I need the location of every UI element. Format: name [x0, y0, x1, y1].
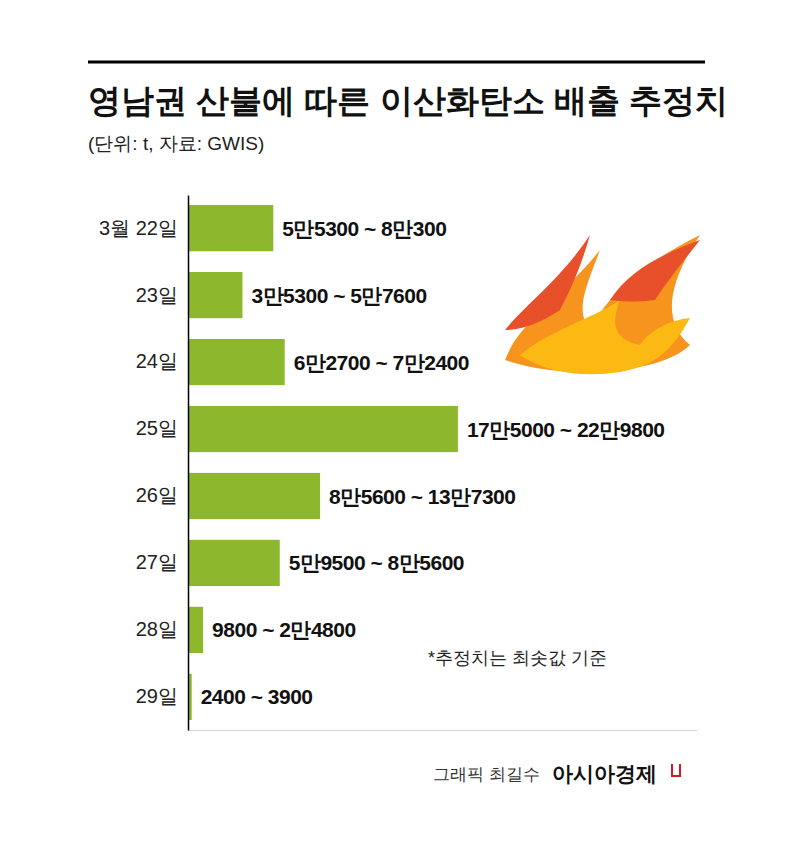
- flame-shape: [505, 235, 590, 330]
- data-labels: 5만5300 ~ 8만300 3만5300 ~ 5만7600 6만2700 ~ 7만…: [201, 217, 665, 709]
- data-label: 3만5300 ~ 5만7600: [251, 284, 426, 307]
- x-axis-line: [189, 730, 698, 731]
- data-label: 9800 ~ 2만4800: [212, 618, 356, 641]
- bars: [188, 205, 458, 720]
- credit: 그래픽 최길수: [433, 765, 540, 784]
- logo-mark: [672, 764, 680, 776]
- annotation: *추정치는 최솟값 기준: [428, 648, 607, 668]
- y-tick-label: 26일: [136, 484, 178, 506]
- flame-shape: [610, 240, 700, 302]
- bar: [188, 272, 242, 318]
- y-tick: 24일: [136, 350, 178, 372]
- title: 영남권 산불에 따른 이산화탄소 배출 추정치: [88, 82, 728, 119]
- bar: [188, 607, 203, 653]
- data-label: 6만2700 ~ 7만2400: [294, 351, 469, 374]
- y-tick: 27일: [136, 551, 178, 573]
- y-tick: 25일: [136, 417, 178, 439]
- bar: [188, 540, 280, 586]
- data-label: 5만5300 ~ 8만300: [282, 217, 446, 240]
- y-tick: 29일: [136, 685, 178, 707]
- y-tick: 28일: [136, 618, 178, 640]
- y-tick-label: 25일: [136, 417, 178, 439]
- data-label: 17만5000 ~ 22만9800: [467, 418, 665, 441]
- y-tick: 23일: [136, 284, 178, 306]
- y-axis-line: [188, 196, 190, 731]
- y-tick-label: 27일: [136, 551, 178, 573]
- y-tick: 26일: [136, 484, 178, 506]
- data-label: 2400 ~ 3900: [201, 685, 313, 708]
- y-tick: 3월 22일: [99, 217, 178, 239]
- y-tick-label: 28일: [136, 618, 178, 640]
- y-axis: 3월 22일 23일 24일 25일 26일 27일 28일 29일: [99, 196, 188, 731]
- data-label: 5만9500 ~ 8만5600: [289, 551, 464, 574]
- bar: [188, 406, 458, 452]
- subtitle: (단위: t, 자료: GWIS): [88, 133, 264, 154]
- chart: 영남권 산불에 따른 이산화탄소 배출 추정치 (단위: t, 자료: GWIS)…: [0, 0, 793, 859]
- bar: [188, 339, 285, 385]
- bar: [188, 473, 320, 519]
- top-rule: [88, 61, 705, 64]
- y-tick-label: 23일: [136, 284, 178, 306]
- source: 아시아경제: [552, 762, 657, 785]
- y-tick-label: 29일: [136, 685, 178, 707]
- y-tick-label: 24일: [136, 350, 178, 372]
- data-label: 8만5600 ~ 13만7300: [329, 485, 515, 508]
- y-tick-label: 3월 22일: [99, 217, 178, 239]
- x-axis: [189, 730, 698, 731]
- bar: [188, 205, 273, 251]
- flame-icon: [505, 235, 700, 374]
